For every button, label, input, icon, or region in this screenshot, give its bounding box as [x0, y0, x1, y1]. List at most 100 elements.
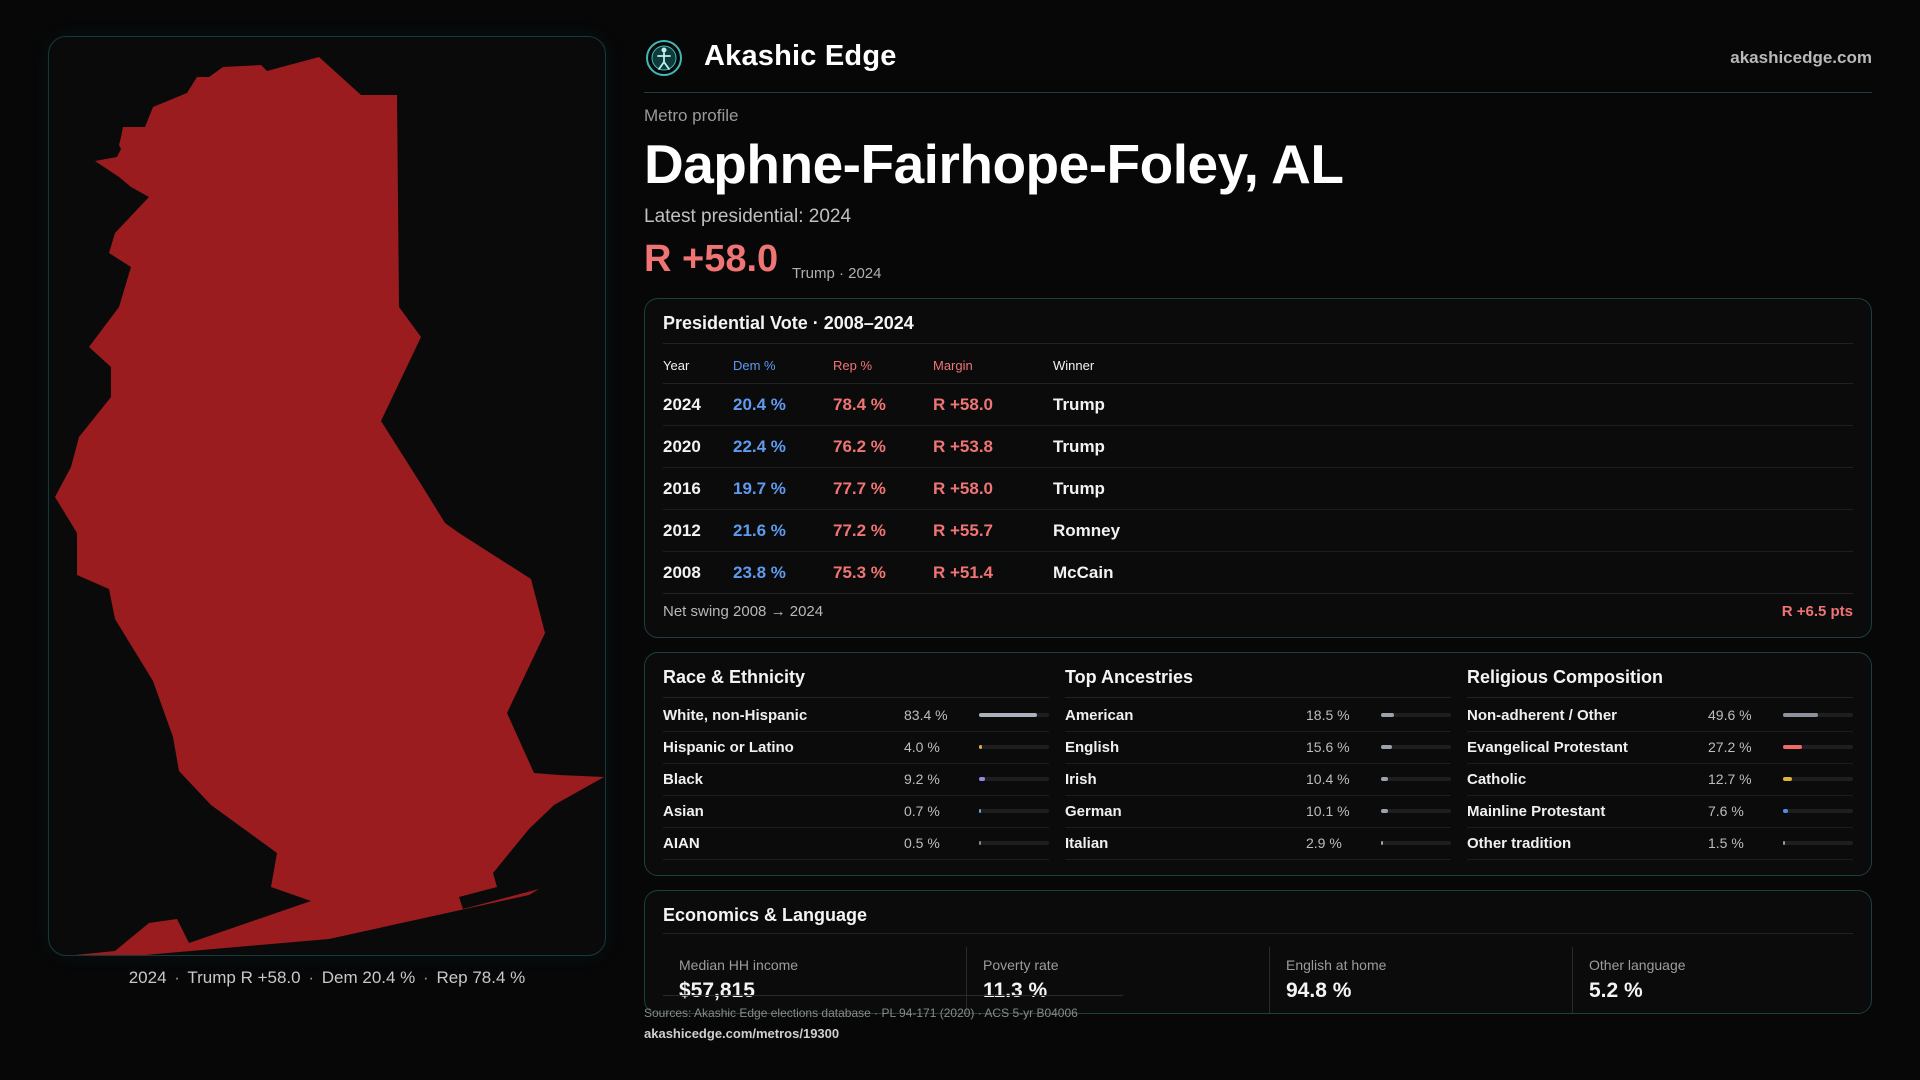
share-bar-track	[979, 745, 1049, 749]
cell-margin: R +58.0	[933, 383, 1053, 426]
top-ancestries-section: Top Ancestries American 18.5 % English 15.6…	[1065, 653, 1451, 877]
demographic-label: AIAN	[663, 835, 700, 852]
demographic-label: German	[1065, 803, 1122, 820]
cell-year: 2024	[663, 383, 733, 426]
demographic-value: 27.2 %	[1708, 739, 1752, 755]
share-bar-track	[1783, 713, 1853, 717]
demographic-value: 4.0 %	[904, 739, 940, 755]
share-bar-track	[979, 809, 1049, 813]
share-bar-track	[1381, 713, 1451, 717]
demographic-row: AIAN 0.5 %	[663, 827, 1049, 860]
share-bar-fill	[1783, 745, 1803, 749]
demographic-value: 10.4 %	[1306, 771, 1350, 787]
divider	[663, 995, 1123, 996]
cell-winner: Trump	[1053, 467, 1853, 510]
share-bar-fill	[1783, 713, 1818, 717]
caption-separator: ·	[308, 968, 315, 987]
demographic-label: Evangelical Protestant	[1467, 739, 1628, 756]
page-kicker: Metro profile	[644, 106, 739, 125]
share-bar-fill	[1783, 841, 1785, 845]
cell-year: 2008	[663, 551, 733, 594]
cell-winner: Romney	[1053, 509, 1853, 552]
cell-year: 2020	[663, 425, 733, 468]
cell-winner: Trump	[1053, 383, 1853, 426]
share-bar-track	[1783, 809, 1853, 813]
site-header: Akashic Edge akashicedge.com	[644, 36, 1872, 93]
cell-margin: R +53.8	[933, 425, 1053, 468]
cell-year: 2016	[663, 467, 733, 510]
demographic-row: Mainline Protestant 7.6 %	[1467, 795, 1853, 828]
stat-poverty-rate: Poverty rate 11.3 %	[966, 947, 1257, 1013]
demographic-row: Asian 0.7 %	[663, 795, 1049, 828]
demographic-label: English	[1065, 739, 1120, 756]
share-bar-fill	[979, 841, 981, 845]
demographic-value: 12.7 %	[1708, 771, 1752, 787]
demographic-label: American	[1065, 707, 1134, 724]
share-bar-track	[1381, 809, 1451, 813]
caption-year: 2024	[128, 968, 167, 987]
compass-figure-icon[interactable]	[644, 38, 684, 78]
demographic-label: Italian	[1065, 835, 1109, 852]
col-margin-header: Margin	[933, 347, 1053, 384]
table-header-row: Year Dem % Rep % Margin Winner	[663, 347, 1853, 384]
col-rep-header: Rep %	[833, 347, 933, 384]
metro-map-panel	[48, 36, 606, 956]
share-bar-track	[979, 841, 1049, 845]
card-title: Presidential Vote · 2008–2024	[663, 313, 914, 333]
latest-presidential: Latest presidential: 2024	[644, 206, 852, 227]
demographic-value: 0.7 %	[904, 803, 940, 819]
table-row: 2008 23.8 % 75.3 % R +51.4 McCain	[663, 551, 1853, 594]
demographic-label: Non-adherent / Other	[1467, 707, 1618, 724]
share-bar-track	[1381, 745, 1451, 749]
caption-separator: ·	[423, 968, 429, 987]
share-bar-fill	[979, 745, 982, 749]
brand-name[interactable]: Akashic Edge	[704, 40, 897, 72]
share-bar-track	[1783, 745, 1853, 749]
divider	[663, 933, 1853, 934]
demographic-label: Asian	[663, 803, 704, 820]
cell-margin: R +58.0	[933, 467, 1053, 510]
demographic-row: Catholic 12.7 %	[1467, 763, 1853, 796]
stat-value: $57,815	[679, 979, 755, 1002]
share-bar-track	[979, 777, 1049, 781]
card-title: Economics & Language	[663, 905, 868, 925]
demographic-value: 10.1 %	[1306, 803, 1350, 819]
cell-winner: Trump	[1053, 425, 1853, 468]
demographic-value: 15.6 %	[1306, 739, 1350, 755]
share-bar-fill	[1381, 809, 1389, 813]
table-row: 2016 19.7 % 77.7 % R +58.0 Trump	[663, 467, 1853, 510]
cell-dem: 23.8 %	[733, 551, 833, 594]
share-bar-fill	[1783, 777, 1792, 781]
race-ethnicity-section: Race & Ethnicity White, non-Hispanic 83.4…	[663, 653, 1049, 877]
demographic-row: Italian 2.9 %	[1065, 827, 1451, 860]
demographic-row: Irish 10.4 %	[1065, 763, 1451, 796]
section-title: Religious Composition	[1467, 667, 1663, 687]
demographic-label: Other tradition	[1467, 835, 1572, 852]
share-bar-fill	[979, 809, 981, 813]
divider	[1065, 697, 1451, 698]
demographic-value: 1.5 %	[1708, 835, 1744, 851]
divider	[663, 697, 1049, 698]
section-title: Top Ancestries	[1065, 667, 1194, 687]
net-swing-value: R +6.5 pts	[1781, 603, 1853, 620]
cell-rep: 78.4 %	[833, 383, 933, 426]
net-swing-label: Net swing 2008 → 2024	[663, 603, 824, 620]
map-caption: 2024 · Trump R +58.0 · Dem 20.4 % · Rep …	[48, 968, 606, 988]
demographic-value: 83.4 %	[904, 707, 948, 723]
share-bar-fill	[1381, 713, 1394, 717]
stat-label: Median HH income	[679, 957, 799, 973]
share-bar-fill	[979, 777, 986, 781]
page-url-link[interactable]: akashicedge.com/metros/19300	[644, 1026, 840, 1041]
site-link[interactable]: akashicedge.com	[1730, 48, 1872, 67]
share-bar-track	[1783, 777, 1853, 781]
caption-rep: Rep 78.4 %	[436, 968, 526, 987]
caption-winner-margin: Trump R +58.0	[187, 968, 301, 987]
cell-dem: 21.6 %	[733, 509, 833, 552]
cell-margin: R +51.4	[933, 551, 1053, 594]
demographic-label: White, non-Hispanic	[663, 707, 808, 724]
stat-value: 11.3 %	[983, 979, 1048, 1002]
metro-map	[55, 45, 604, 955]
demographic-row: White, non-Hispanic 83.4 %	[663, 699, 1049, 732]
presidential-vote-card: Presidential Vote · 2008–2024 Year Dem %…	[644, 298, 1872, 638]
stat-english-at-home: English at home 94.8 %	[1269, 947, 1560, 1013]
